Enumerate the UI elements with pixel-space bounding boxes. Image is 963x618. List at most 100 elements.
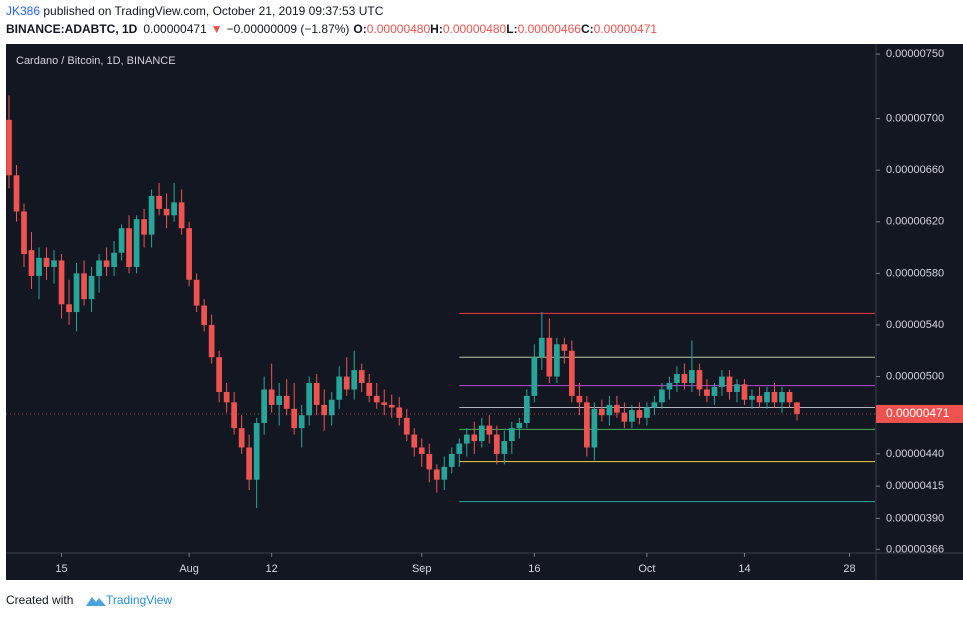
candle-body	[163, 208, 170, 216]
candle-body	[448, 453, 455, 467]
candle-body	[756, 395, 763, 403]
candle-body	[734, 384, 740, 393]
h-label: H:	[430, 22, 443, 36]
candle-body	[749, 395, 755, 400]
footer-created: Created with	[6, 593, 73, 607]
x-tick-label: 12	[266, 563, 278, 575]
candle-body	[28, 250, 35, 276]
header-line-1: JK386 published on TradingView.com, Octo…	[6, 4, 384, 18]
x-tick-label: Sep	[412, 563, 432, 575]
c-label: C:	[581, 22, 594, 36]
candle-body	[171, 202, 177, 216]
candle-body	[681, 373, 688, 383]
candle-body	[246, 447, 253, 480]
y-tick-label: 0.00000366	[886, 543, 944, 555]
candle-body	[711, 386, 718, 396]
candle-body	[291, 408, 298, 429]
candle-body	[298, 415, 305, 429]
candle-body	[651, 402, 658, 408]
candle-body	[351, 370, 358, 390]
candle-body	[614, 404, 620, 413]
candle-body	[358, 370, 365, 383]
candle-body	[644, 407, 650, 418]
candle-body	[523, 395, 530, 423]
candle-body	[606, 404, 613, 416]
candle-body	[268, 389, 275, 405]
candle-body	[486, 425, 493, 435]
candle-body	[111, 252, 117, 267]
footer-brand[interactable]: TradingView	[106, 593, 172, 607]
y-tick-label: 0.00000660	[886, 164, 944, 176]
candle-body	[336, 376, 343, 400]
candle-body	[569, 350, 575, 396]
candle-body	[516, 422, 523, 429]
symbol: BINANCE:ADABTC, 1D	[6, 22, 138, 36]
logo	[86, 597, 106, 606]
candle-body	[636, 410, 643, 418]
candle-body	[591, 408, 598, 448]
candle-body	[501, 441, 508, 454]
published: published on TradingView.com, October 21…	[40, 4, 384, 18]
candle-body	[193, 279, 200, 306]
y-tick-label: 0.00000700	[886, 112, 944, 124]
candle-body	[704, 389, 710, 396]
candle-body	[231, 402, 237, 429]
candle-body	[58, 260, 65, 305]
candle-body	[261, 389, 268, 423]
candle-body	[493, 434, 500, 454]
o-label: O:	[353, 22, 366, 36]
candle-body	[396, 407, 403, 418]
y-tick-label: 0.00000620	[886, 216, 944, 228]
candle-body	[561, 344, 568, 351]
candle-body	[456, 443, 463, 454]
y-tick-label: 0.00000580	[886, 267, 944, 279]
candle-body	[178, 202, 185, 229]
candle-body	[411, 434, 418, 448]
candle-body	[328, 399, 335, 416]
x-tick-label: 15	[55, 563, 67, 575]
y-tick-label: 0.00000540	[886, 319, 944, 331]
candle-body	[576, 395, 583, 403]
candle-body	[208, 324, 215, 358]
y-tick-label: 0.00000500	[886, 370, 944, 382]
candle-body	[133, 219, 140, 267]
plot: 0.00000750 0.00000700 0.00000660 0.00000620…	[6, 48, 963, 575]
candle-body	[73, 273, 80, 313]
candle-body	[13, 175, 20, 212]
candle-body	[779, 392, 785, 403]
chart-title: Cardano / Bitcoin, 1D, BINANCE	[16, 55, 176, 67]
candle-body	[629, 410, 635, 422]
candle-body	[741, 384, 748, 400]
author[interactable]: JK386	[6, 4, 40, 18]
candle-body	[43, 257, 50, 267]
candle-body	[696, 370, 703, 390]
candle-body	[223, 392, 230, 403]
x-tick-label: 14	[738, 563, 750, 575]
x-tick-label: Aug	[179, 563, 199, 575]
y-tick-label: 0.00000750	[886, 48, 944, 60]
candle-body	[306, 382, 313, 416]
candle-body	[141, 219, 147, 235]
candle-body	[403, 417, 410, 435]
arrow: ▼	[211, 22, 223, 36]
candle-body	[6, 119, 12, 176]
candle-body	[156, 195, 162, 209]
candle-body	[666, 382, 673, 390]
o: 0.00000480	[367, 22, 431, 36]
candle-body	[621, 412, 628, 422]
x-tick-label: Oct	[638, 563, 655, 575]
candle-body	[584, 402, 590, 448]
candle-body	[426, 453, 433, 470]
candle-body	[538, 337, 545, 358]
candle-body	[478, 425, 485, 442]
y-tick-label: 0.00000415	[886, 480, 944, 492]
candle-body	[463, 434, 470, 444]
candle-body	[313, 382, 320, 405]
candle-body	[88, 275, 95, 300]
last: 0.00000471	[143, 22, 207, 36]
candle-body	[719, 376, 725, 387]
candle-body	[546, 337, 553, 377]
price-tag-label: 0.00000471	[886, 406, 950, 420]
candle-body	[659, 389, 665, 403]
candle-body	[283, 395, 290, 409]
